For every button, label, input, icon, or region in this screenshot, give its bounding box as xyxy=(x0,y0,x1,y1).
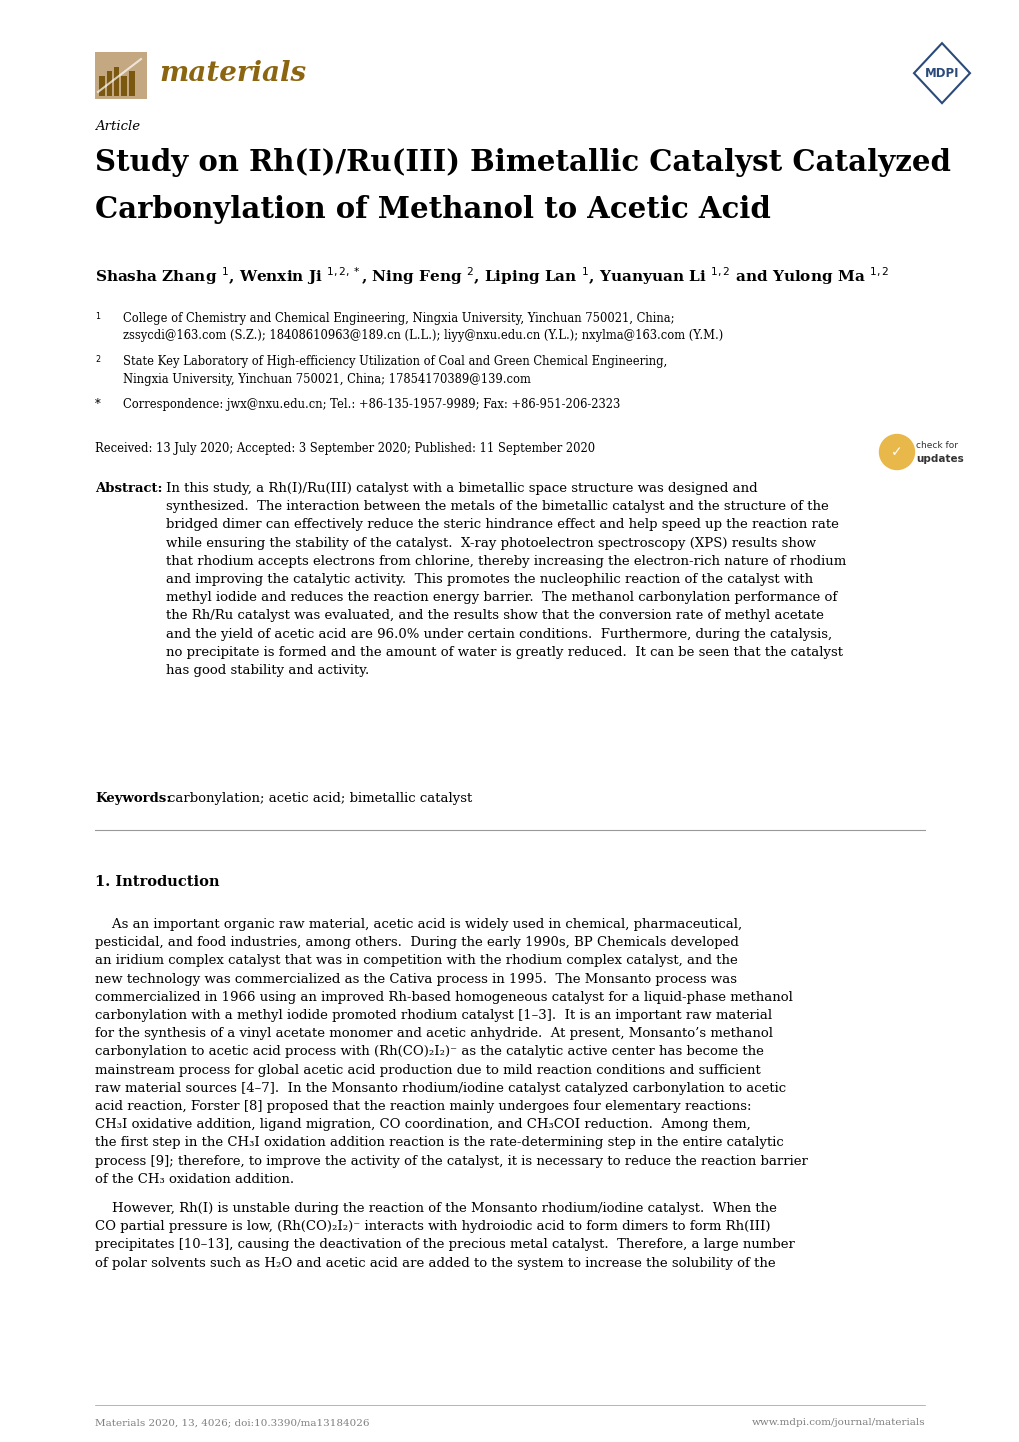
Text: 1. Introduction: 1. Introduction xyxy=(95,875,219,890)
Text: carbonylation; acetic acid; bimetallic catalyst: carbonylation; acetic acid; bimetallic c… xyxy=(168,792,472,805)
Text: Article: Article xyxy=(95,120,140,133)
FancyBboxPatch shape xyxy=(99,76,104,97)
FancyBboxPatch shape xyxy=(114,66,119,97)
Text: In this study, a Rh(I)/Ru(III) catalyst with a bimetallic space structure was de: In this study, a Rh(I)/Ru(III) catalyst … xyxy=(166,482,846,676)
Text: Materials 2020, 13, 4026; doi:10.3390/ma13184026: Materials 2020, 13, 4026; doi:10.3390/ma… xyxy=(95,1417,369,1428)
FancyBboxPatch shape xyxy=(106,72,112,97)
FancyBboxPatch shape xyxy=(121,76,127,97)
Text: Abstract:: Abstract: xyxy=(95,482,162,495)
Text: check for: check for xyxy=(915,441,957,450)
Text: www.mdpi.com/journal/materials: www.mdpi.com/journal/materials xyxy=(751,1417,924,1428)
Text: $^{1}$: $^{1}$ xyxy=(95,311,101,324)
Text: However, Rh(I) is unstable during the reaction of the Monsanto rhodium/iodine ca: However, Rh(I) is unstable during the re… xyxy=(95,1203,794,1269)
FancyBboxPatch shape xyxy=(95,52,147,99)
Text: College of Chemistry and Chemical Engineering, Ningxia University, Yinchuan 7500: College of Chemistry and Chemical Engine… xyxy=(123,311,722,343)
Text: Study on Rh(I)/Ru(III) Bimetallic Catalyst Catalyzed: Study on Rh(I)/Ru(III) Bimetallic Cataly… xyxy=(95,149,950,177)
Text: State Key Laboratory of High-efficiency Utilization of Coal and Green Chemical E: State Key Laboratory of High-efficiency … xyxy=(123,355,666,385)
Text: As an important organic raw material, acetic acid is widely used in chemical, ph: As an important organic raw material, ac… xyxy=(95,919,807,1185)
Text: Keywords:: Keywords: xyxy=(95,792,171,805)
Text: Received: 13 July 2020; Accepted: 3 September 2020; Published: 11 September 2020: Received: 13 July 2020; Accepted: 3 Sept… xyxy=(95,443,594,456)
Text: *: * xyxy=(95,398,101,411)
Circle shape xyxy=(878,434,914,470)
Text: $^{2}$: $^{2}$ xyxy=(95,355,101,368)
Text: Correspondence: jwx@nxu.edu.cn; Tel.: +86-135-1957-9989; Fax: +86-951-206-2323: Correspondence: jwx@nxu.edu.cn; Tel.: +8… xyxy=(123,398,620,411)
FancyBboxPatch shape xyxy=(128,72,135,97)
Text: Shasha Zhang $^{1}$, Wenxin Ji $^{1,2,*}$, Ning Feng $^{2}$, Liping Lan $^{1}$, : Shasha Zhang $^{1}$, Wenxin Ji $^{1,2,*}… xyxy=(95,265,889,287)
Text: MDPI: MDPI xyxy=(924,66,958,79)
Text: ✓: ✓ xyxy=(891,446,902,459)
Text: Carbonylation of Methanol to Acetic Acid: Carbonylation of Methanol to Acetic Acid xyxy=(95,195,770,224)
Text: materials: materials xyxy=(159,59,306,87)
Text: updates: updates xyxy=(915,454,963,464)
